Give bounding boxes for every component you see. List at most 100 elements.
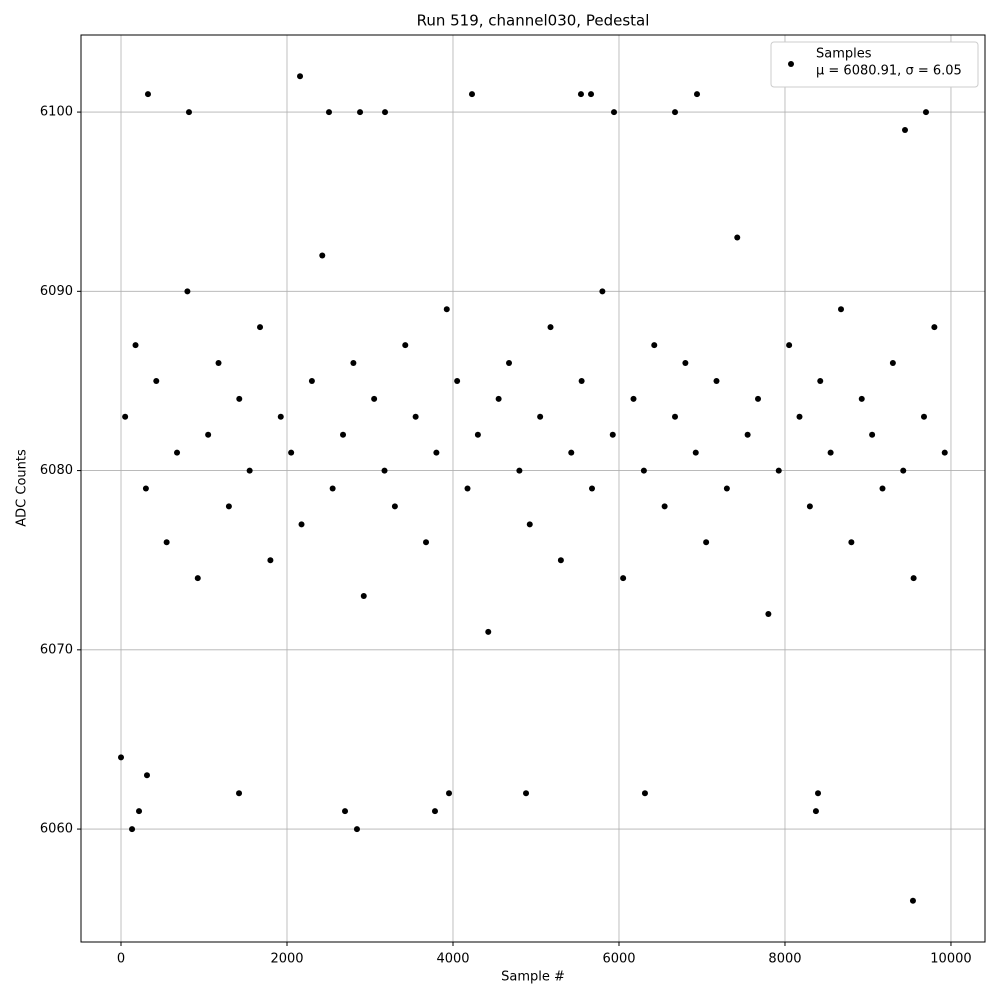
data-point bbox=[431, 808, 438, 815]
legend-box bbox=[770, 41, 979, 88]
data-point bbox=[129, 826, 136, 833]
data-point bbox=[694, 91, 701, 98]
data-point bbox=[812, 808, 819, 815]
data-point bbox=[468, 91, 475, 98]
data-point bbox=[246, 467, 253, 474]
data-point bbox=[267, 557, 274, 564]
data-point bbox=[588, 91, 595, 98]
data-point bbox=[342, 808, 349, 815]
data-point bbox=[641, 790, 648, 797]
data-point bbox=[858, 395, 865, 402]
data-point bbox=[144, 91, 151, 98]
data-point bbox=[909, 897, 916, 904]
x-tick-label: 8000 bbox=[768, 952, 801, 967]
data-point bbox=[353, 826, 360, 833]
data-point bbox=[901, 127, 908, 134]
data-point bbox=[900, 467, 907, 474]
data-point bbox=[132, 342, 139, 349]
data-point bbox=[319, 252, 326, 259]
data-point bbox=[672, 413, 679, 420]
data-point bbox=[257, 324, 264, 331]
data-point bbox=[806, 503, 813, 510]
legend-label: Samples bbox=[816, 47, 872, 62]
data-point bbox=[609, 431, 616, 438]
data-point bbox=[703, 539, 710, 546]
data-point bbox=[391, 503, 398, 510]
data-point bbox=[910, 575, 917, 582]
x-tick-label: 10000 bbox=[930, 952, 971, 967]
data-point bbox=[423, 539, 430, 546]
data-point bbox=[402, 342, 409, 349]
data-point bbox=[672, 109, 679, 116]
data-point bbox=[163, 539, 170, 546]
data-point bbox=[236, 395, 243, 402]
y-tick-label: 6060 bbox=[40, 822, 73, 837]
data-point bbox=[184, 288, 191, 295]
data-point bbox=[775, 467, 782, 474]
data-point bbox=[325, 109, 332, 116]
legend: Samples μ = 6080.91, σ = 6.05 bbox=[770, 41, 979, 88]
data-point bbox=[848, 539, 855, 546]
data-point bbox=[651, 342, 658, 349]
data-point bbox=[920, 413, 927, 420]
data-point bbox=[599, 288, 606, 295]
data-point bbox=[142, 485, 149, 492]
data-point bbox=[446, 790, 453, 797]
data-point bbox=[122, 413, 129, 420]
data-point bbox=[589, 485, 596, 492]
data-point bbox=[454, 377, 461, 384]
data-point bbox=[153, 377, 160, 384]
data-point bbox=[357, 109, 364, 116]
chart-title: Run 519, channel030, Pedestal bbox=[417, 12, 650, 30]
data-point bbox=[443, 306, 450, 313]
data-point bbox=[879, 485, 886, 492]
data-point bbox=[495, 395, 502, 402]
data-point bbox=[288, 449, 295, 456]
data-point bbox=[136, 808, 143, 815]
data-point bbox=[661, 503, 668, 510]
data-point bbox=[941, 449, 948, 456]
data-point bbox=[869, 431, 876, 438]
data-point bbox=[143, 772, 150, 779]
data-point bbox=[557, 557, 564, 564]
data-point bbox=[537, 413, 544, 420]
data-point bbox=[340, 431, 347, 438]
y-tick-label: 6100 bbox=[40, 105, 73, 120]
data-point bbox=[174, 449, 181, 456]
data-point bbox=[744, 431, 751, 438]
data-point bbox=[433, 449, 440, 456]
plot-frame bbox=[80, 34, 986, 943]
data-point bbox=[611, 109, 618, 116]
data-point bbox=[734, 234, 741, 241]
x-tick-label: 4000 bbox=[436, 952, 469, 967]
data-point bbox=[815, 790, 822, 797]
data-point bbox=[412, 413, 419, 420]
data-point bbox=[547, 324, 554, 331]
data-point bbox=[371, 395, 378, 402]
data-point bbox=[713, 377, 720, 384]
data-point bbox=[786, 342, 793, 349]
data-point bbox=[329, 485, 336, 492]
legend-marker bbox=[788, 61, 794, 67]
data-point bbox=[889, 360, 896, 367]
y-tick-label: 6080 bbox=[40, 463, 73, 478]
data-point bbox=[474, 431, 481, 438]
data-point bbox=[464, 485, 471, 492]
data-point bbox=[225, 503, 232, 510]
data-point bbox=[308, 377, 315, 384]
data-point bbox=[526, 521, 533, 528]
x-tick-label: 2000 bbox=[270, 952, 303, 967]
data-point bbox=[382, 109, 389, 116]
data-point bbox=[578, 377, 585, 384]
data-point bbox=[523, 790, 530, 797]
data-point bbox=[568, 449, 575, 456]
legend-note: μ = 6080.91, σ = 6.05 bbox=[816, 64, 962, 79]
data-point bbox=[682, 360, 689, 367]
data-point bbox=[838, 306, 845, 313]
data-point bbox=[577, 91, 584, 98]
data-point bbox=[817, 377, 824, 384]
data-point bbox=[765, 610, 772, 617]
data-point bbox=[692, 449, 699, 456]
data-point bbox=[630, 395, 637, 402]
